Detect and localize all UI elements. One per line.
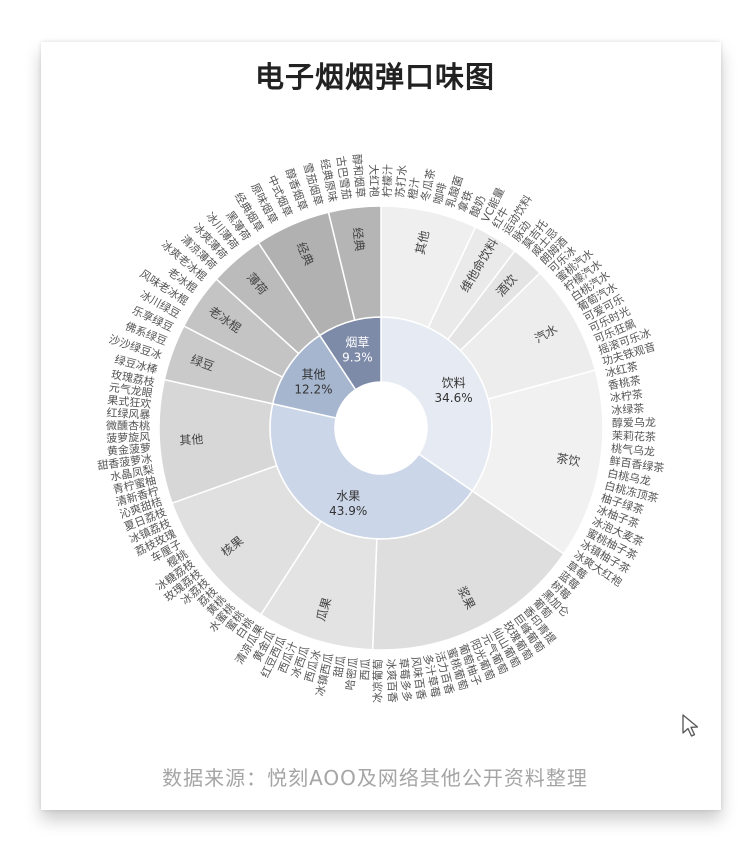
inner-slice-name-2: 其他	[301, 367, 325, 381]
flavor-label-0-0-1: 苏打水	[393, 164, 410, 198]
inner-slice-name-1: 水果	[336, 489, 360, 503]
flavor-label-1-1-1: 哈密瓜	[343, 657, 361, 691]
flavor-label-1-3-10: 元气龙眼	[108, 380, 154, 400]
flavor-label-1-3-9: 果式狂欢	[107, 393, 152, 411]
flavor-label-1-3-6: 菠萝旋风	[106, 430, 151, 446]
inner-slice-pct-1: 43.9%	[329, 504, 367, 518]
flavor-label-3-1-1: 古巴雪茄	[334, 155, 354, 201]
flavor-label-3-1-2: 醇和烟草	[350, 153, 368, 198]
flavor-label-1-0-17: 冰爽百香	[384, 659, 399, 704]
data-source-note: 数据来源：悦刻AOO及网络其他公开资料整理	[162, 766, 588, 790]
flavor-label-1-0-15: 风味百香	[409, 656, 428, 701]
inner-slice-pct-3: 9.3%	[342, 350, 373, 364]
center-hole	[336, 383, 426, 473]
middle-slice-1-0	[371, 489, 565, 651]
flavor-label-1-3-8: 红绿风暴	[106, 405, 151, 421]
flavor-label-1-1-0: 西瓜	[358, 658, 372, 681]
flavor-label-0-4-5: 茉莉花茶	[612, 428, 656, 443]
flavor-label-0-4-2: 冰柠茶	[609, 387, 644, 405]
inner-slice-pct-2: 12.2%	[294, 382, 332, 396]
chart-title: 电子烟烟弹口味图	[254, 60, 495, 94]
middle-slice-name-0-4: 茶饮	[555, 450, 581, 469]
middle-slice-name-3-1: 经典	[350, 227, 367, 253]
ring-segments	[158, 205, 604, 651]
flavor-label-1-0-16: 草莓多多	[396, 657, 414, 702]
flavor-label-1-3-7: 微醺杏桃	[106, 418, 150, 432]
flavor-label-1-1-2: 甜瓜	[331, 655, 348, 679]
inner-slice-name-0: 饮料	[442, 376, 466, 390]
flavor-label-0-0-0: 柠檬汁	[380, 164, 395, 197]
middle-slice-0-4	[471, 369, 604, 555]
flavor-label-1-0-18: 冰凉葡萄	[370, 659, 384, 703]
flavor-label-0-4-3: 冰绿茶	[611, 401, 645, 417]
mouse-pointer-icon	[682, 714, 699, 737]
inner-slice-pct-0: 34.6%	[435, 391, 473, 405]
flavor-label-0-4-1: 香桃茶	[607, 373, 642, 393]
inner-slice-name-3: 烟草	[345, 335, 369, 349]
flavor-label-0-4-4: 醇爱乌龙	[612, 415, 656, 430]
flavor-label-0-4-6: 桃气乌龙	[611, 441, 656, 459]
flavor-label-0-0-2: 橙汁	[405, 176, 422, 200]
middle-slice-name-1-1: 瓜果	[314, 596, 335, 623]
flavor-label-3-1-3: 大红袍	[367, 164, 382, 197]
middle-slice-name-0-0: 其他	[413, 229, 432, 255]
middle-slice-name-1-3: 其他	[179, 432, 204, 447]
flavor-label-1-3-5: 黄金菠萝	[106, 440, 151, 458]
middle-slice-3-1	[327, 205, 382, 322]
flavor-label-0-0-4: 咖啡	[430, 181, 449, 206]
flavor-label-0-0-3: 冬瓜茶	[418, 167, 438, 202]
